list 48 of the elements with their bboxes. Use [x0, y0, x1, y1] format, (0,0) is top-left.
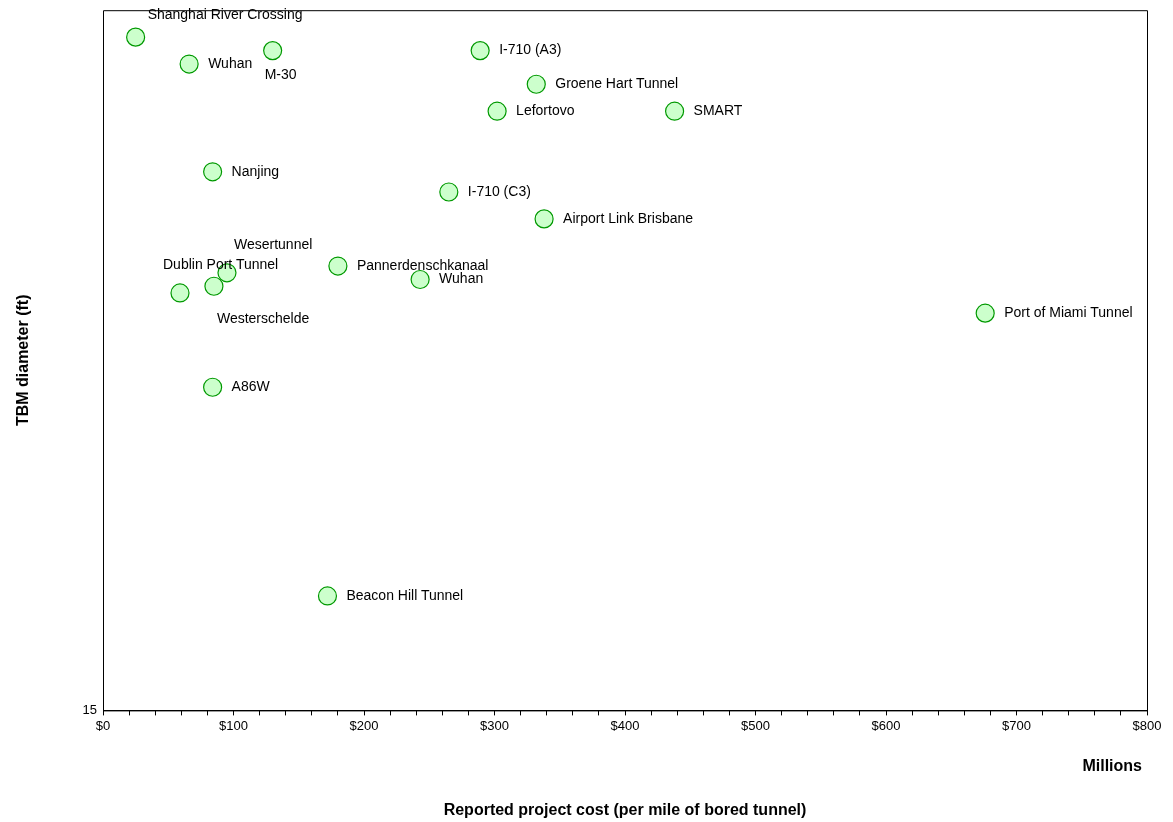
annotation: Wuhan: [208, 54, 253, 71]
annotation: Pannerdenschkanaal: [356, 256, 489, 273]
x-tick-label: $300: [480, 717, 509, 733]
x-tick-label: $100: [219, 717, 248, 733]
annotation: Nanjing: [231, 162, 280, 179]
annotation: M-30: [264, 66, 297, 83]
annotation: Dublin Port Tunnel: [162, 255, 279, 272]
point: [179, 54, 199, 74]
annotation: Beacon Hill Tunnel: [346, 586, 464, 603]
point: [328, 256, 348, 276]
annotation: Shanghai River Crossing: [147, 5, 303, 22]
point: [126, 27, 146, 47]
x-axis-title: Reported project cost (per mile of bored tunnel): [443, 801, 807, 818]
annotation: Wesertunnel: [233, 235, 313, 252]
annotation: SMART: [693, 102, 743, 119]
point: [203, 162, 223, 182]
point: [470, 41, 490, 61]
point: [410, 269, 430, 290]
point: [203, 377, 223, 397]
x-tick-label: $600: [871, 717, 901, 733]
x-tick-label: $800: [1132, 717, 1162, 733]
x-tick-label: $0: [95, 717, 111, 733]
text: Millions: [1082, 757, 1143, 775]
point: [526, 74, 546, 94]
point: [204, 276, 224, 296]
point: [170, 283, 190, 303]
annotation: Lefortovo: [516, 102, 575, 119]
x-tick-label: $700: [1002, 717, 1031, 733]
point: [534, 209, 554, 229]
text: 15: [82, 701, 97, 717]
x-tick-label: $500: [741, 717, 770, 733]
annotation: A86W: [231, 378, 271, 395]
point: [263, 41, 283, 61]
point: [439, 182, 459, 202]
annotation: I-710 (C3): [467, 182, 531, 199]
annotation: Groene Hart Tunnel: [555, 75, 679, 92]
point: [317, 586, 338, 606]
point: [975, 303, 995, 323]
x-tick-label: $200: [349, 717, 379, 733]
annotation: Westerschelde: [216, 310, 310, 327]
point: [664, 101, 685, 121]
point: [487, 101, 507, 121]
annotation: I-710 (A3): [499, 41, 562, 58]
annotation: Port of Miami Tunnel: [1004, 304, 1133, 321]
y-axis-title: TBM diameter (ft): [14, 294, 31, 427]
annotation: Airport Link Brisbane: [563, 209, 694, 226]
annotation: Wuhan: [439, 270, 484, 287]
x-tick-label: $400: [610, 717, 640, 733]
